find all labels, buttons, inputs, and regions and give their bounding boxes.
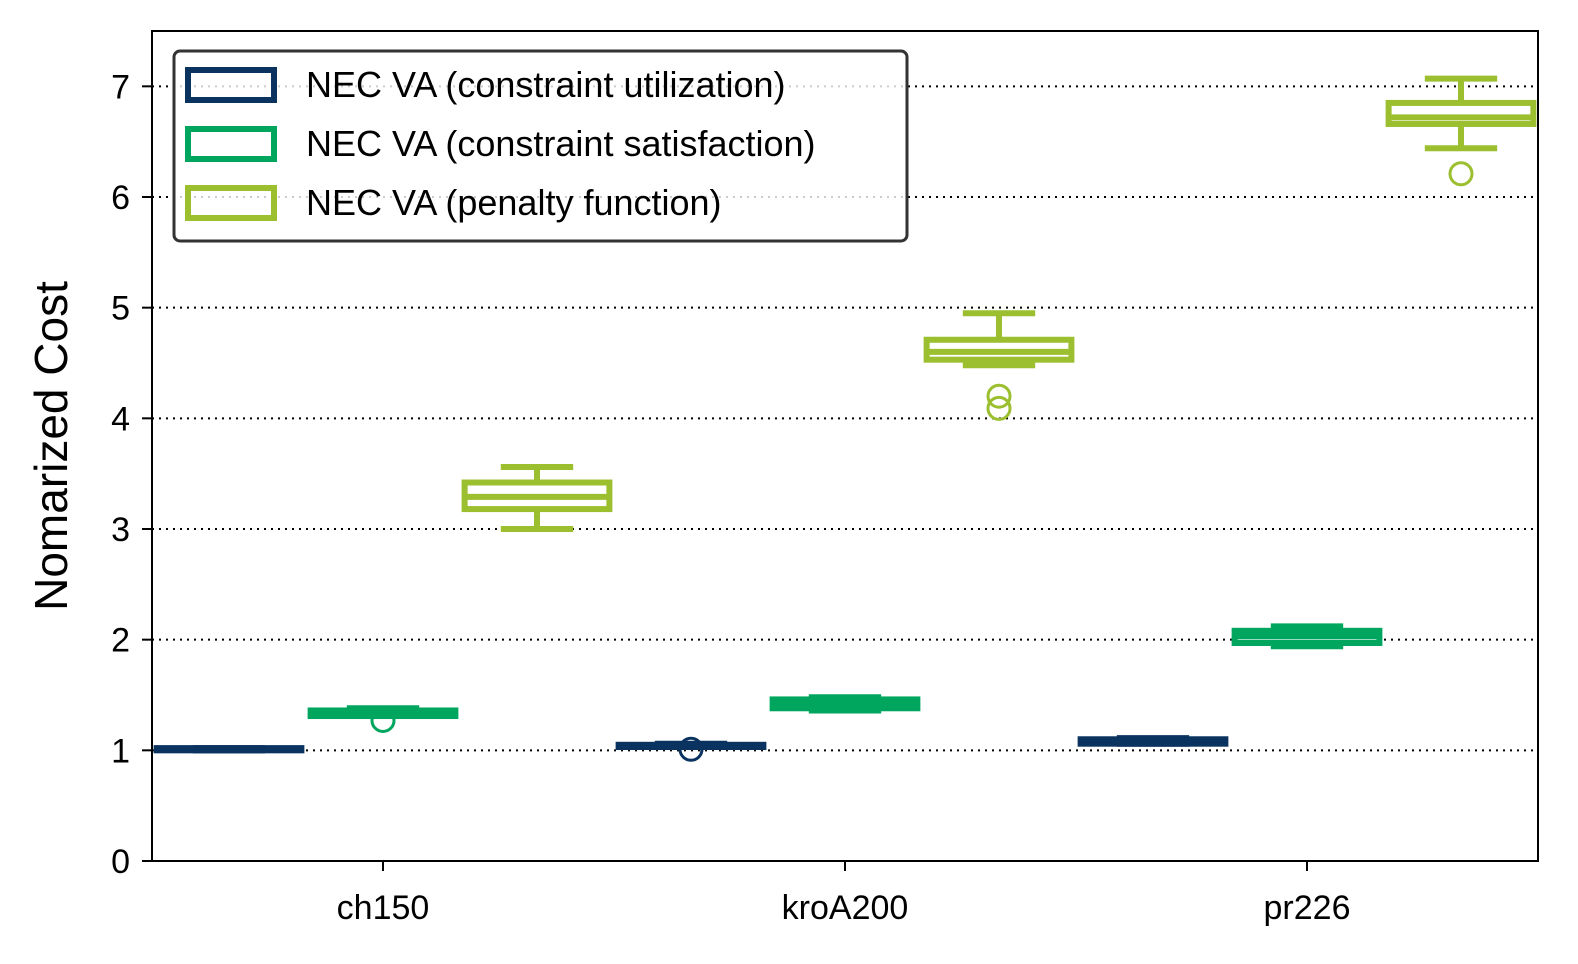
legend-swatch	[185, 126, 277, 162]
outlier-point	[678, 736, 704, 762]
x-tick-label: ch150	[337, 889, 430, 927]
y-tick-label: 4	[111, 400, 130, 438]
y-axis: 0 1 2 3 4 5 6 7	[111, 68, 152, 881]
y-tick-label: 5	[111, 290, 130, 328]
box-ch150-series-0	[153, 745, 305, 754]
outlier-point	[370, 707, 396, 733]
outlier-point	[986, 383, 1012, 409]
legend-label: NEC VA (constraint satisfaction)	[306, 123, 816, 164]
box-ch150-series-1	[307, 705, 459, 733]
box	[1385, 99, 1537, 127]
x-axis: ch150 kroA200 pr226	[337, 861, 1351, 927]
box-kroA200-series-0	[615, 736, 767, 762]
y-tick-label: 3	[111, 511, 130, 549]
y-tick-label: 6	[111, 179, 130, 217]
outlier-point	[986, 395, 1012, 421]
legend: NEC VA (constraint utilization) NEC VA (c…	[172, 49, 909, 243]
y-tick-label: 2	[111, 622, 130, 660]
legend-swatch	[185, 67, 277, 103]
box-kroA200-series-2	[923, 310, 1075, 421]
outlier-point	[1448, 161, 1474, 187]
y-tick-label: 7	[111, 68, 130, 106]
box-ch150-series-2	[461, 464, 613, 532]
x-tick-label: kroA200	[782, 889, 909, 927]
box-pr226-series-0	[1077, 735, 1229, 747]
legend-frame	[172, 49, 909, 243]
y-tick-label: 1	[111, 732, 130, 770]
legend-label: NEC VA (constraint utilization)	[306, 64, 786, 105]
box-pr226-series-1	[1231, 623, 1383, 650]
legend-label: NEC VA (penalty function)	[306, 182, 722, 223]
box-plot-series	[153, 75, 1537, 762]
box-kroA200-series-1	[769, 694, 921, 714]
x-tick-label: pr226	[1264, 889, 1351, 927]
y-axis-label: Nomarized Cost	[25, 281, 77, 611]
legend-swatch	[185, 185, 277, 221]
box-pr226-series-2	[1385, 75, 1537, 187]
y-tick-label: 0	[111, 843, 130, 881]
